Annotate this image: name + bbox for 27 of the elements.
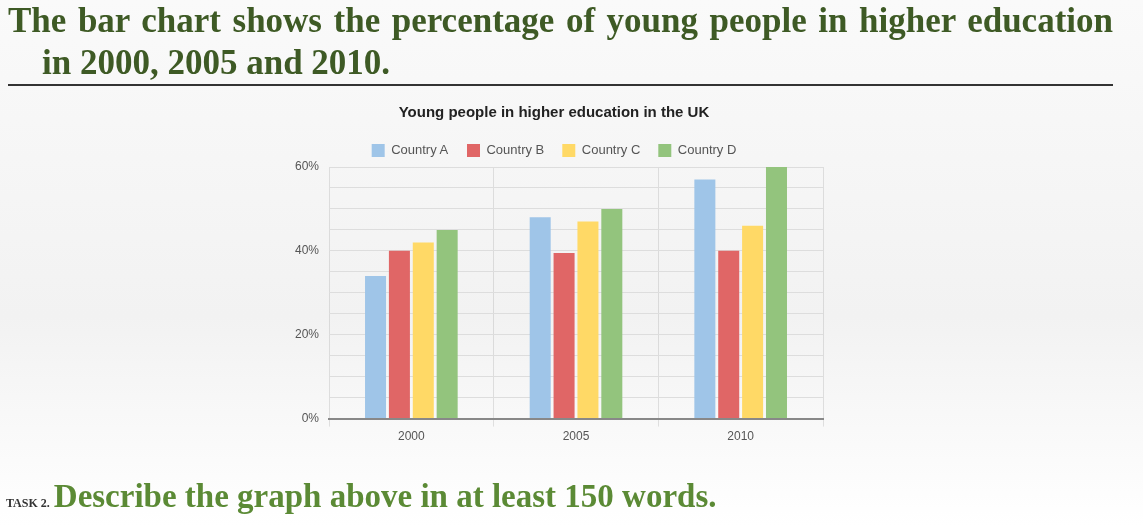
- bar: [765, 167, 787, 419]
- bar: [718, 250, 740, 419]
- bar: [412, 242, 434, 419]
- bar: [388, 250, 410, 419]
- bar: [742, 225, 764, 419]
- text: Describe the graph above in at least 150 words.: [53, 478, 717, 514]
- y-tick-label: 20%: [294, 327, 320, 342]
- y-tick-label: 60%: [294, 159, 320, 174]
- chart-title: The bar chart shows the percentage of young people in higher education in 2000, 2005 and 2010.: [8, 0, 1113, 86]
- legend-label: Country B: [486, 142, 545, 158]
- bar: [436, 229, 458, 419]
- y-tick-label: 0%: [301, 410, 320, 425]
- bar: [553, 252, 575, 419]
- bar: [365, 276, 387, 419]
- x-tick-label: 2010: [727, 429, 755, 444]
- legend-label: Country D: [677, 142, 737, 158]
- legend-label: Country A: [391, 142, 449, 158]
- chart-subtitle: Young people in higher education in the UK: [398, 103, 710, 121]
- text: TASK 2.: [6, 496, 50, 510]
- x-tick-label: 2000: [398, 429, 426, 444]
- bar: [694, 179, 716, 419]
- x-tick-label: 2005: [562, 429, 590, 444]
- bar: [577, 221, 599, 419]
- bar: [529, 217, 551, 419]
- y-tick-label: 40%: [294, 243, 320, 258]
- legend-label: Country C: [581, 142, 641, 158]
- bar: [601, 208, 623, 419]
